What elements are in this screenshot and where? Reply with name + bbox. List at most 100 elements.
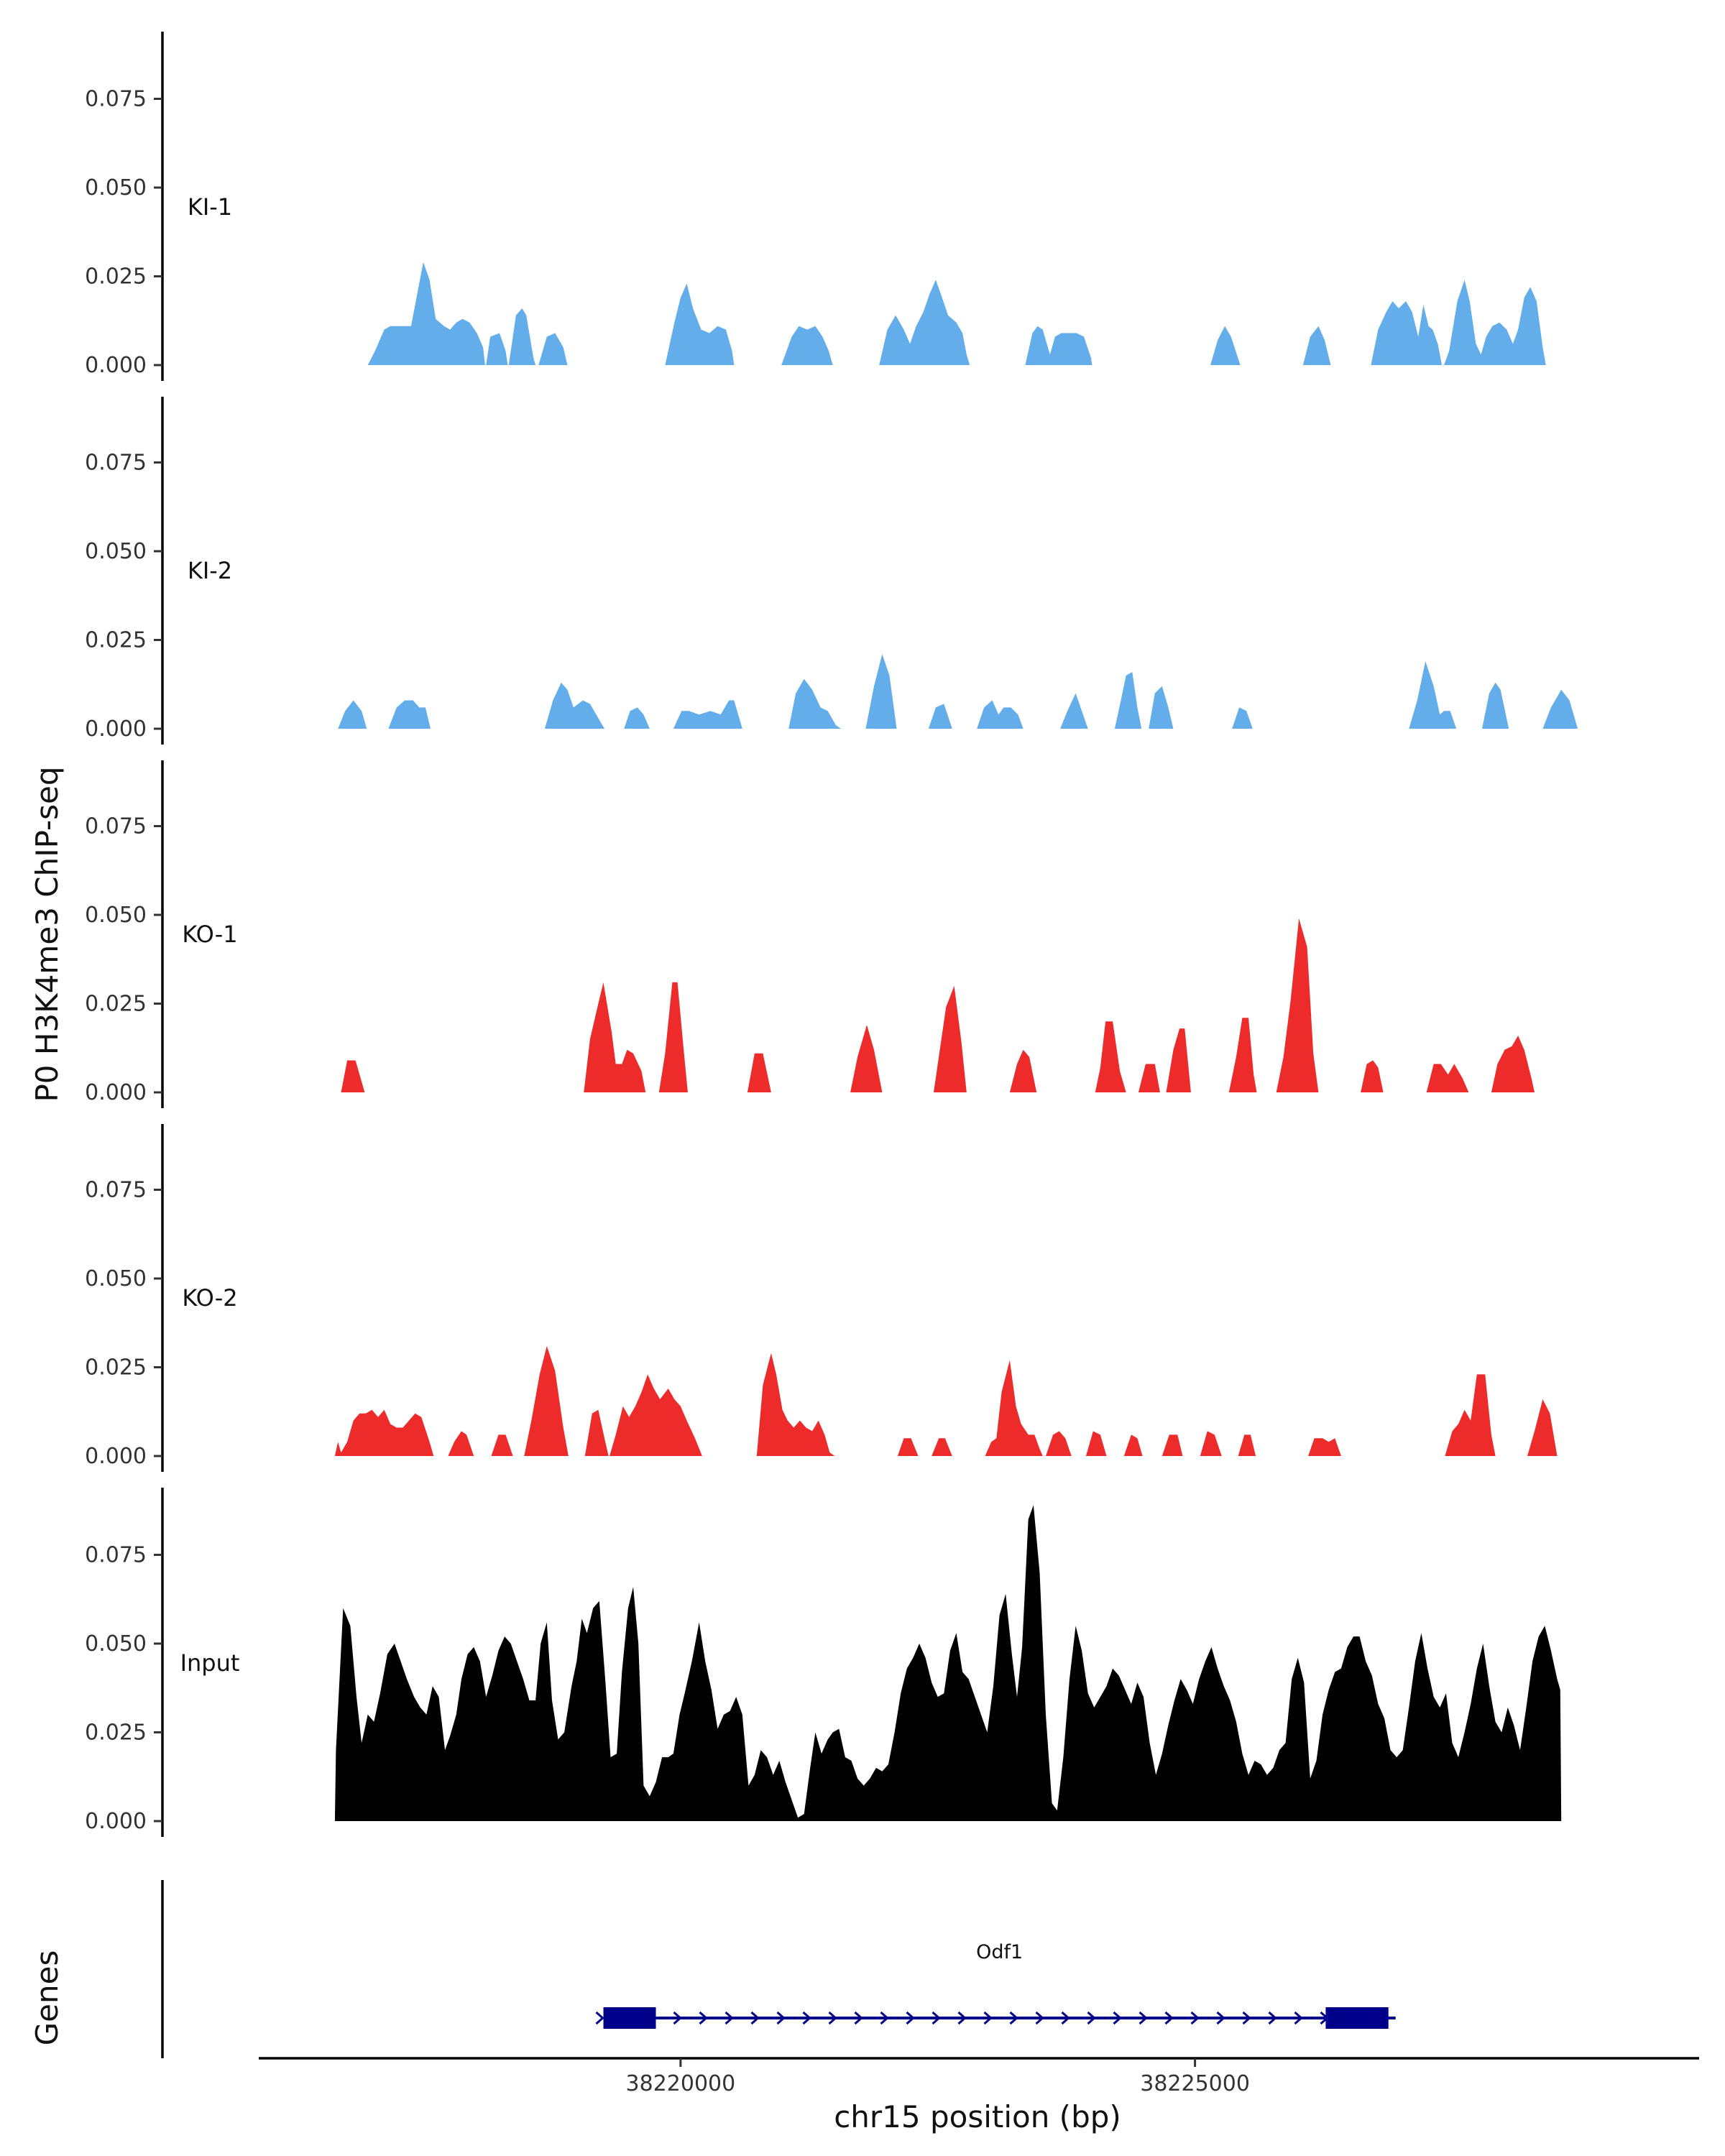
signal-peak [977,700,1024,729]
gene-exon [1325,2007,1389,2029]
strand-arrow [802,2011,811,2025]
gene-track-panel: Odf1 [161,1880,1396,2058]
y-tick-label: 0.000 [85,1444,147,1469]
x-axis-title: chr15 position (bp) [834,2099,1121,2134]
track-panel-ko-2: 0.000 0.025 0.050 0.075 KO-2 [85,1124,1558,1472]
strand-arrow [906,2011,915,2025]
gene-exon [603,2007,656,2029]
strand-arrow [1009,2011,1018,2025]
y-tick-label: 0.075 [85,814,147,839]
signal-peak [388,700,431,729]
signal-peak [1085,1431,1107,1456]
signal-peak [1444,280,1546,365]
y-tick-label: 0.075 [85,1178,147,1203]
signal-peak [338,700,367,729]
track-panel-ko-1: 0.000 0.025 0.050 0.075 KO-1 [85,760,1535,1108]
signal-peak [1542,689,1578,729]
strand-arrow [1294,2011,1303,2025]
signal-peak [932,1438,952,1456]
signal-peak [1149,686,1174,729]
signal-peak [665,283,735,365]
signal-peak [341,1060,365,1092]
track-panel-input: 0.000 0.025 0.050 0.075 Input [85,1488,1562,1837]
signal-peak [1426,1064,1469,1092]
strand-arrow [1113,2011,1122,2025]
signal-peak [1138,1064,1160,1092]
strand-arrow [1138,2011,1148,2025]
x-axis: 38220000 38225000 [259,2057,1699,2096]
strand-arrow [1216,2011,1225,2025]
signal-peak [584,982,646,1092]
signal-peak [1114,672,1142,729]
signal-peak [334,1505,1562,1821]
signal-peak [1166,1028,1191,1092]
y-tick-label: 0.075 [85,1543,147,1568]
track-label: KI-1 [188,193,232,221]
signal-peak [928,704,952,729]
strand-arrow [983,2011,993,2025]
signal-peak [1527,1399,1558,1456]
signal-peak [673,700,742,729]
strand-arrow [932,2011,941,2025]
strand-arrow [828,2011,837,2025]
strand-arrow [1242,2011,1251,2025]
y-tick-label: 0.025 [85,992,147,1017]
signal-peak [781,326,833,365]
signal-peak [538,333,568,365]
y-tick-label: 0.000 [85,1080,147,1105]
signal-peak [850,1025,883,1092]
strand-arrow [750,2011,760,2025]
signal-peak [544,682,604,729]
signal-peak [756,1353,835,1456]
signal-peak [491,1434,513,1456]
strand-arrow [1087,2011,1096,2025]
y-tick-label: 0.050 [85,1631,147,1657]
track-panel-ki-2: 0.000 0.025 0.050 0.075 KI-2 [85,397,1578,745]
strand-arrow [957,2011,967,2025]
track-label: KO-2 [182,1284,237,1312]
signal-peak [524,1345,569,1456]
gene-name-label: Odf1 [976,1941,1023,1963]
signal-peak [1060,693,1088,729]
signal-peak [788,678,842,729]
track-label: Input [180,1649,240,1677]
y-tick-label: 0.000 [85,717,147,742]
strand-arrow [1190,2011,1200,2025]
strand-arrow [1035,2011,1044,2025]
x-tick-label: 38220000 [626,2071,736,2096]
y-axis-title: P0 H3K4me3 ChIP-seq [29,766,65,1102]
strand-arrow [776,2011,786,2025]
signal-peak [1123,1434,1143,1456]
x-tick-label: 38225000 [1140,2071,1250,2096]
signal-peak [486,333,508,365]
y-tick-label: 0.000 [85,353,147,378]
signal-peak [508,308,536,365]
signal-peak [624,707,650,729]
signal-peak [334,1409,434,1456]
strand-arrow [1061,2011,1070,2025]
signal-peak [1200,1431,1222,1456]
y-tick-label: 0.050 [85,1266,147,1291]
y-tick-label: 0.025 [85,1720,147,1746]
signal-peak [1361,1060,1384,1092]
signal-tracks: 0.0000.0250.0500.075KI-10.0000.0250.0500… [85,32,1578,1837]
signal-peak [1371,301,1443,365]
strand-arrow [1268,2011,1277,2025]
y-tick-label: 0.050 [85,539,147,564]
y-tick-label: 0.025 [85,1355,147,1381]
signal-peak [1482,682,1509,729]
y-tick-label: 0.075 [85,87,147,112]
track-label: KI-2 [188,557,232,584]
y-tick-label: 0.050 [85,175,147,201]
signal-peak [1409,661,1457,729]
y-tick-label: 0.050 [85,903,147,928]
signal-peak [1210,326,1241,365]
signal-peak [367,262,485,365]
strand-arrow [595,2011,604,2025]
signal-peak [658,982,688,1092]
strand-arrow [699,2011,708,2025]
signal-peak [897,1438,919,1456]
signal-peak [610,1374,702,1456]
strand-arrow [880,2011,889,2025]
